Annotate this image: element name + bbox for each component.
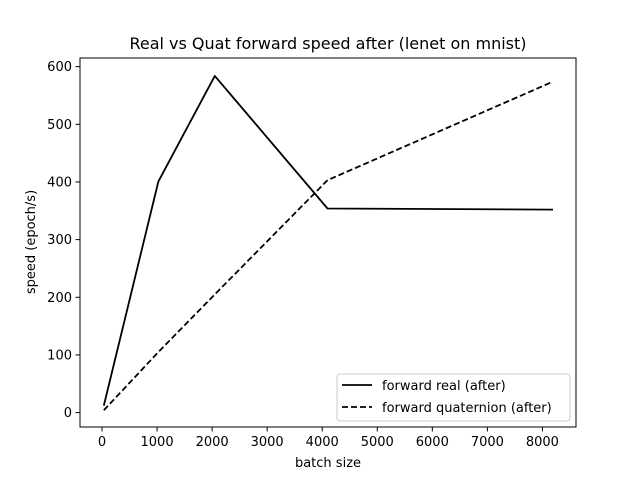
x-tick-label: 5000 xyxy=(361,435,394,450)
x-tick-label: 8000 xyxy=(526,435,559,450)
x-axis-label: batch size xyxy=(295,456,361,471)
chart-title: Real vs Quat forward speed after (lenet … xyxy=(129,34,526,53)
y-tick-label: 0 xyxy=(64,406,72,421)
series-line-forward-real xyxy=(102,75,554,406)
y-tick-label: 300 xyxy=(47,233,72,248)
series-line-forward-quaternion xyxy=(103,80,554,411)
x-tick-label: 6000 xyxy=(416,435,449,450)
legend-label-forward-quaternion: forward quaternion (after) xyxy=(382,401,552,416)
x-tick-label: 1000 xyxy=(141,435,174,450)
y-tick-label: 400 xyxy=(47,175,72,190)
plot-frame xyxy=(79,57,577,428)
legend-box xyxy=(336,373,571,422)
legend: forward real (after) forward quaternion … xyxy=(336,373,571,422)
x-tick-label: 0 xyxy=(98,435,106,450)
x-axis: 0 1000 2000 3000 4000 5000 6000 7000 8000 xyxy=(98,427,559,450)
y-tick-label: 100 xyxy=(47,348,72,363)
y-axis: 0 100 200 300 400 500 600 xyxy=(47,60,80,421)
x-tick-label: 3000 xyxy=(251,435,284,450)
legend-label-forward-real: forward real (after) xyxy=(382,379,506,394)
plot-area xyxy=(79,57,577,428)
series-layer xyxy=(102,75,554,411)
x-tick-label: 2000 xyxy=(196,435,229,450)
x-tick-label: 7000 xyxy=(471,435,504,450)
y-tick-label: 200 xyxy=(47,291,72,306)
y-tick-label: 500 xyxy=(47,118,72,133)
y-axis-label: speed (epoch/s) xyxy=(24,190,39,294)
x-tick-label: 4000 xyxy=(306,435,339,450)
y-tick-label: 600 xyxy=(47,60,72,75)
